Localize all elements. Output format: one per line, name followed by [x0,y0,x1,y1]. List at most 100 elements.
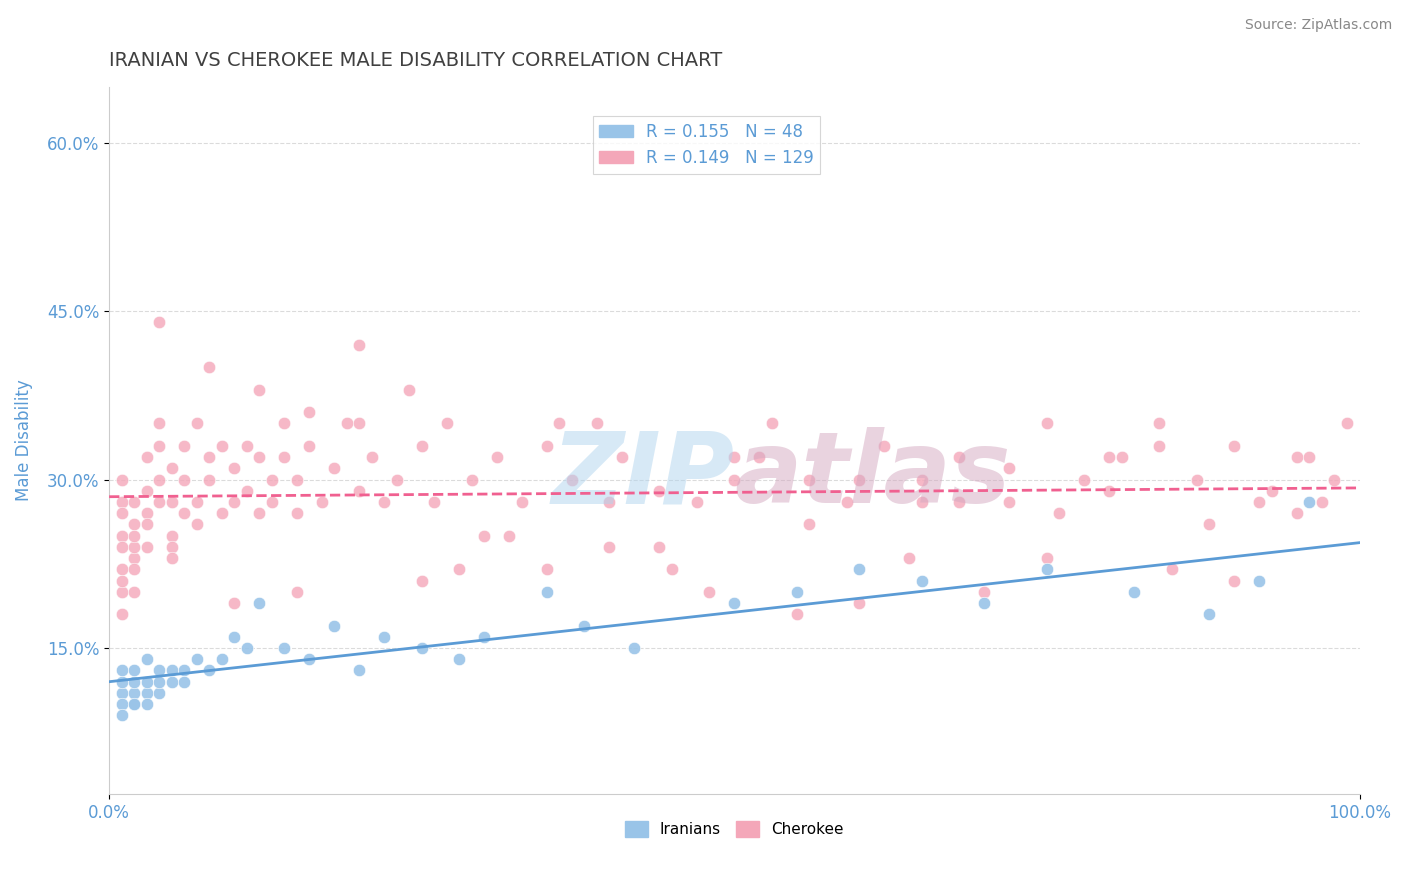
Point [1036,562,1059,576]
Point [160,551,183,566]
Point [148,439,170,453]
Y-axis label: Male Disability: Male Disability [15,379,32,501]
Point [973,596,995,610]
Point [323,618,346,632]
Point [1285,450,1308,464]
Point [799,517,821,532]
Point [835,495,858,509]
Point [436,417,458,431]
Point [110,506,132,520]
Point [1098,450,1121,464]
Point [298,652,321,666]
Point [373,495,395,509]
Point [848,562,870,576]
Point [224,495,246,509]
Point [1123,585,1146,599]
Point [911,574,934,588]
Point [1223,439,1246,453]
Point [723,450,745,464]
Point [472,630,495,644]
Point [110,529,132,543]
Point [360,450,382,464]
Point [224,630,246,644]
Point [748,450,770,464]
Point [122,585,145,599]
Point [211,652,233,666]
Point [198,664,221,678]
Point [623,640,645,655]
Point [1249,574,1271,588]
Point [1261,483,1284,498]
Point [347,483,370,498]
Point [536,585,558,599]
Point [122,540,145,554]
Point [761,417,783,431]
Point [211,439,233,453]
Point [135,540,157,554]
Point [336,417,359,431]
Point [648,540,671,554]
Point [148,473,170,487]
Point [510,495,533,509]
Point [786,585,808,599]
Point [998,495,1021,509]
Point [110,473,132,487]
Point [160,495,183,509]
Point [110,585,132,599]
Point [110,664,132,678]
Point [135,450,157,464]
Point [398,383,420,397]
Point [122,529,145,543]
Point [873,439,896,453]
Point [723,596,745,610]
Point [1111,450,1133,464]
Point [373,630,395,644]
Point [485,450,508,464]
Point [423,495,446,509]
Point [536,562,558,576]
Point [148,674,170,689]
Point [122,551,145,566]
Point [260,495,283,509]
Point [1036,551,1059,566]
Text: ZIP: ZIP [551,427,734,524]
Point [1149,417,1171,431]
Point [135,674,157,689]
Point [160,529,183,543]
Point [122,664,145,678]
Point [110,708,132,723]
Point [135,652,157,666]
Point [198,450,221,464]
Point [948,495,970,509]
Text: Source: ZipAtlas.com: Source: ZipAtlas.com [1244,18,1392,32]
Point [548,417,571,431]
Point [186,517,208,532]
Point [911,473,934,487]
Point [347,664,370,678]
Point [1323,473,1346,487]
Point [472,529,495,543]
Point [1161,562,1184,576]
Point [285,506,308,520]
Point [235,439,257,453]
Point [610,450,633,464]
Point [1249,495,1271,509]
Point [224,596,246,610]
Point [135,686,157,700]
Point [323,461,346,475]
Point [1198,607,1220,622]
Point [298,405,321,419]
Point [110,674,132,689]
Point [347,417,370,431]
Text: IRANIAN VS CHEROKEE MALE DISABILITY CORRELATION CHART: IRANIAN VS CHEROKEE MALE DISABILITY CORR… [110,51,723,70]
Point [697,585,720,599]
Point [1098,483,1121,498]
Point [110,540,132,554]
Point [122,562,145,576]
Point [173,473,195,487]
Point [122,697,145,711]
Point [848,596,870,610]
Point [973,585,995,599]
Point [173,439,195,453]
Point [135,517,157,532]
